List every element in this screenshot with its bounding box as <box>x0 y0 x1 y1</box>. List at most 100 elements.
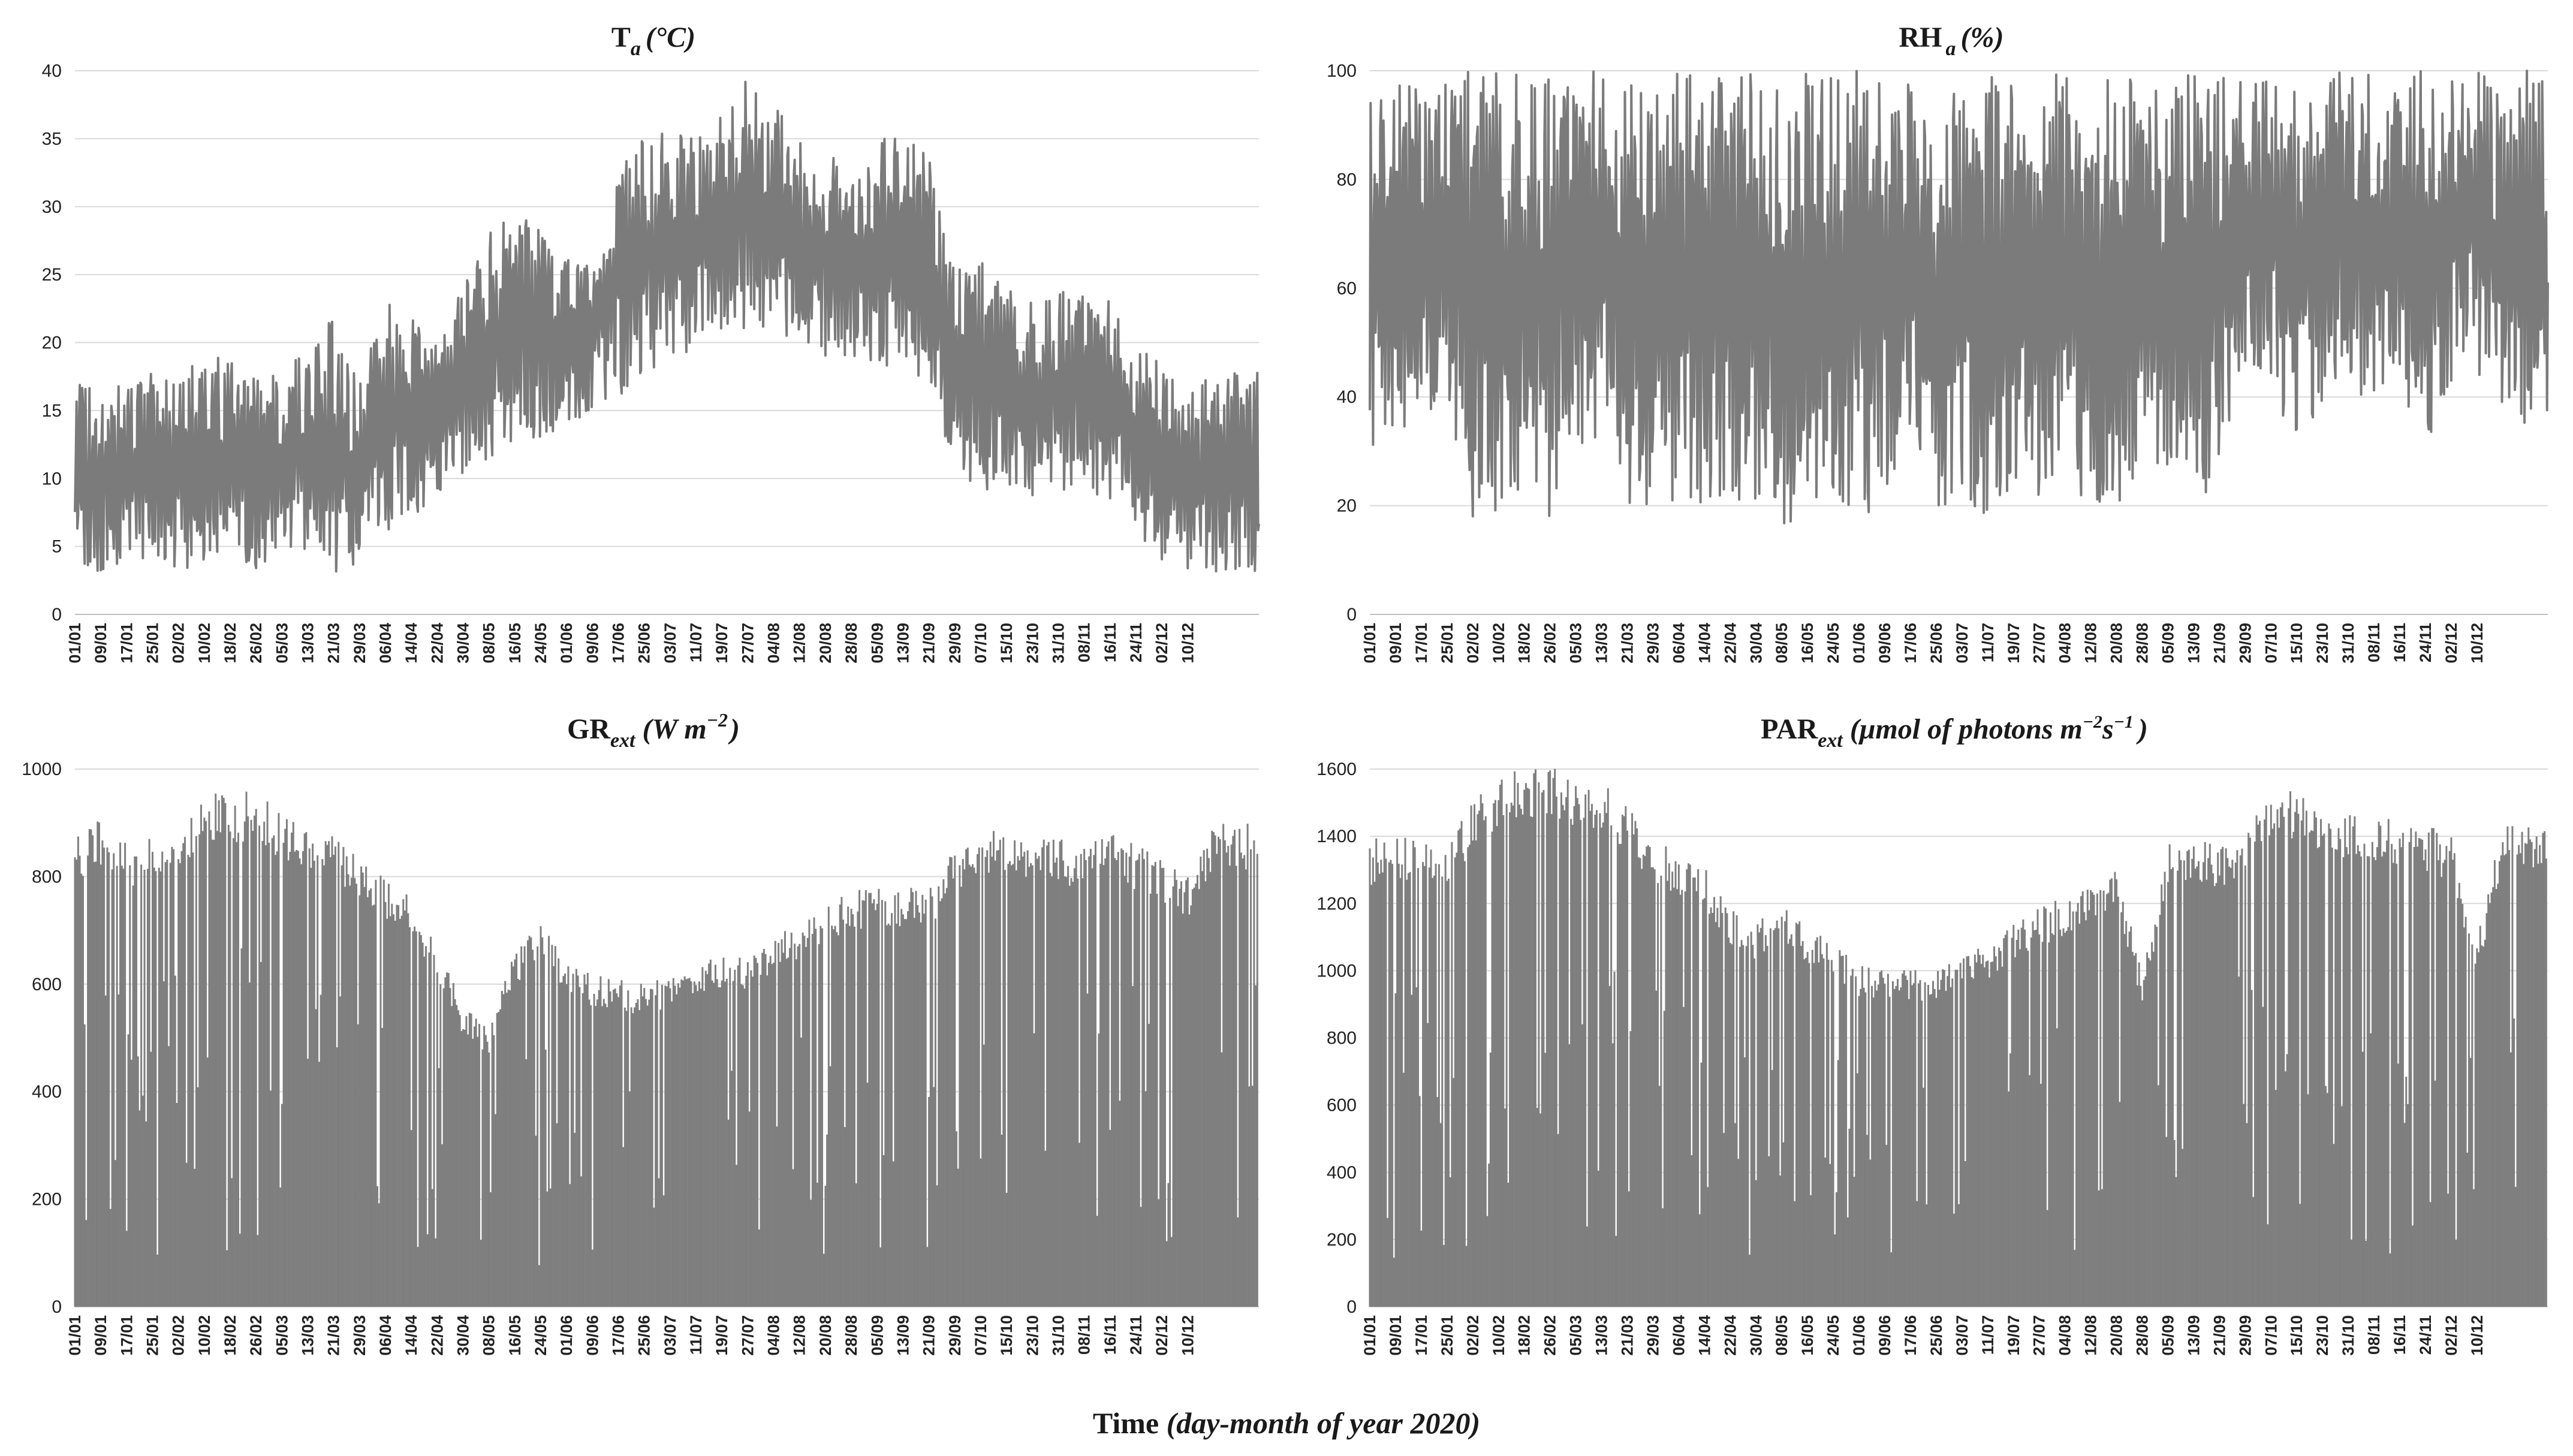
chart-par-title-unit: (μmol of photons m <box>1850 713 2083 745</box>
chart-ta-ytick-label: 20 <box>42 333 62 353</box>
chart-gr-xtick-label: 17/01 <box>117 1315 135 1356</box>
chart-par-xtick-label: 17/01 <box>1412 1315 1430 1356</box>
chart-rh-xtick-label: 07/10 <box>2262 623 2280 664</box>
chart-gr-xtick-label: 02/02 <box>170 1315 188 1356</box>
chart-rh-xtick-label: 14/04 <box>1695 623 1713 664</box>
chart-gr-xtick-label: 02/12 <box>1153 1315 1171 1356</box>
chart-ta-xtick-label: 09/01 <box>92 623 110 664</box>
chart-gr-xtick-label: 16/11 <box>1101 1315 1119 1355</box>
chart-ta-xtick-label: 30/04 <box>454 623 472 664</box>
chart-gr-xtick-label: 03/07 <box>661 1315 679 1356</box>
chart-gr-title-unit-sup: −2 <box>707 709 728 731</box>
chart-par-ytick-label: 400 <box>1327 1163 1357 1183</box>
chart-rh-xtick-label: 13/03 <box>1593 623 1611 664</box>
chart-par-xtick-label: 24/11 <box>2417 1315 2435 1355</box>
chart-par-ytick-label: 1200 <box>1316 894 1357 914</box>
chart-rh-title: RH a (%) <box>1899 22 2004 60</box>
chart-gr-xtick-label: 14/04 <box>402 1315 420 1356</box>
chart-par-xtick-label: 08/05 <box>1773 1315 1791 1356</box>
chart-par-xtick-label: 10/02 <box>1490 1315 1508 1356</box>
chart-par: PARext (μmol of photons m−2s−1) 0 200 400 60… <box>1316 712 2548 1356</box>
chart-gr-xtick-label: 25/01 <box>144 1315 162 1356</box>
chart-rh-xtick-label: 16/11 <box>2391 623 2409 662</box>
chart-ta-ytick-label: 15 <box>42 401 62 421</box>
chart-ta-line <box>74 80 1260 573</box>
chart-ta-xtick-label: 22/04 <box>428 623 446 664</box>
chart-ta-xtick-label: 17/06 <box>610 623 628 664</box>
chart-ta-xtick-label: 07/10 <box>972 623 990 664</box>
chart-rh-xtick-label: 26/02 <box>1541 623 1559 664</box>
chart-rh-xtick-label: 09/06 <box>1876 623 1894 664</box>
chart-gr-xtick-label: 23/10 <box>1023 1315 1041 1356</box>
chart-ta-xtick-label: 13/03 <box>299 623 317 664</box>
chart-par-xtick-label: 22/04 <box>1721 1315 1739 1356</box>
chart-par-xtick-label: 15/10 <box>2288 1315 2306 1356</box>
chart-par-xtick-label: 17/06 <box>1902 1315 1920 1356</box>
chart-ta-xtick-label: 11/07 <box>687 623 705 662</box>
chart-par-xtick-label: 29/09 <box>2236 1315 2254 1356</box>
chart-gr-xtick-label: 12/08 <box>791 1315 809 1356</box>
chart-gr-xtick-label: 25/06 <box>635 1315 653 1356</box>
chart-par-xtick-label: 10/12 <box>2468 1315 2486 1356</box>
chart-ta-xtick-label: 15/10 <box>998 623 1016 664</box>
chart-ta-xtick-label: 27/07 <box>739 623 757 664</box>
chart-gr-xtick-label: 09/01 <box>92 1315 110 1356</box>
chart-par-xtick-label: 02/02 <box>1464 1315 1482 1356</box>
chart-par-xtick-label: 26/02 <box>1541 1315 1559 1356</box>
chart-ta-xtick-label: 26/02 <box>247 623 265 664</box>
chart-par-xtick-label: 03/07 <box>1953 1315 1971 1356</box>
chart-ta-ytick-label: 35 <box>42 129 62 149</box>
chart-par-xtick-label: 21/09 <box>2210 1315 2228 1356</box>
chart-ta-title-unit: (°C) <box>646 22 695 53</box>
chart-rh-title-base: RH <box>1899 22 1942 53</box>
chart-rh-xtick-label: 12/08 <box>2082 623 2100 664</box>
chart-par-xtick-label: 12/08 <box>2082 1315 2100 1356</box>
chart-gr-xtick-label: 05/09 <box>868 1315 886 1356</box>
chart-gr-title-unit: (W m <box>643 713 707 745</box>
chart-ta-title: Ta (°C) <box>611 22 695 60</box>
chart-rh-xtick-label: 30/04 <box>1747 623 1765 664</box>
chart-rh-xtick-label: 10/12 <box>2468 623 2486 664</box>
chart-rh-ytick-label: 20 <box>1337 496 1357 516</box>
chart-rh-xtick-label: 21/03 <box>1619 623 1637 664</box>
chart-ta-xtick-label: 18/02 <box>221 623 239 664</box>
chart-par-xtick-label: 31/10 <box>2339 1315 2357 1356</box>
chart-ta: Ta (°C) 0 5 10 15 20 25 30 35 40 01/01 09/01 17/01 25… <box>42 22 1260 664</box>
chart-par-ytick-label: 1000 <box>1316 961 1357 981</box>
chart-par-xtick-label: 24/05 <box>1824 1315 1842 1356</box>
chart-gr-xtick-label: 13/09 <box>894 1315 912 1356</box>
chart-par-xtick-label: 25/01 <box>1438 1315 1456 1356</box>
chart-ta-xtick-label: 29/09 <box>946 623 964 664</box>
chart-par-xtick-label: 21/03 <box>1619 1315 1637 1356</box>
chart-gr-ytick-label: 1000 <box>22 759 62 779</box>
chart-gr-ytick-label: 600 <box>32 975 62 994</box>
chart-ta-xtick-label: 08/11 <box>1075 623 1093 662</box>
chart-rh-xtick-label: 24/11 <box>2417 623 2435 662</box>
x-axis-label: Time (day-month of year 2020) <box>0 1406 2573 1440</box>
chart-gr-xtick-label: 26/02 <box>247 1315 265 1356</box>
chart-par-xtick-label: 16/05 <box>1798 1315 1816 1356</box>
chart-gr-ytick-label: 400 <box>32 1082 62 1102</box>
chart-gr-xtick-label: 08/05 <box>480 1315 498 1356</box>
chart-par-title-unit-sup: −2 <box>2083 712 2102 732</box>
chart-gr-xtick-label: 19/07 <box>713 1315 731 1356</box>
chart-gr-xtick-label: 18/02 <box>221 1315 239 1356</box>
chart-rh-xtick-label: 01/01 <box>1361 623 1379 664</box>
chart-gr-xtick-label: 30/04 <box>454 1315 472 1356</box>
chart-ta-xtick-label: 08/05 <box>480 623 498 664</box>
chart-ta-xtick-label: 01/06 <box>558 623 576 664</box>
chart-rh-xtick-label: 03/07 <box>1953 623 1971 664</box>
chart-ta-ytick-label: 5 <box>52 537 62 557</box>
chart-rh-line <box>1369 70 2549 524</box>
chart-ta-xtick-label: 24/11 <box>1127 623 1145 662</box>
chart-par-xtick-label: 05/09 <box>2159 1315 2177 1356</box>
chart-rh-xtick-label: 23/10 <box>2313 623 2331 664</box>
chart-ta-ytick-label: 25 <box>42 265 62 285</box>
chart-rh-series <box>1369 70 2549 524</box>
chart-gr-xtick-label: 05/03 <box>273 1315 291 1356</box>
chart-rh-xtick-label: 06/04 <box>1670 623 1688 664</box>
chart-ta-xtick-label: 13/09 <box>894 623 912 664</box>
chart-par-xtick-label: 25/06 <box>1927 1315 1945 1356</box>
chart-rh-xtick-label: 29/09 <box>2236 623 2254 664</box>
